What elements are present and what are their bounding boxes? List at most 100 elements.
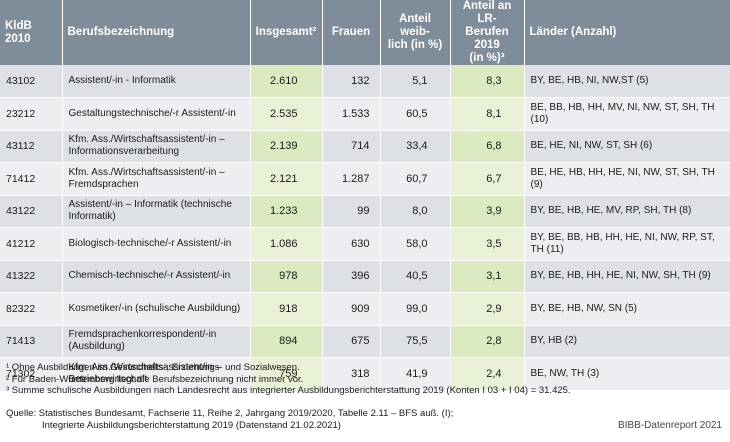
- cell-berufsbezeichnung-line2: Betriebswirtschaft: [68, 373, 148, 385]
- cell-anteil-lr: 2,9: [450, 292, 525, 326]
- table-row: 71413 Fremdsprachenkorrespondent/-in (Ausb…: [0, 325, 730, 358]
- header-frauen: Frauen: [322, 0, 381, 65]
- cell-berufsbezeichnung: Assistent/-in – Informatik (technische In…: [62, 195, 251, 228]
- table-row: 41212 Biologisch-technische/-r Assistent/…: [0, 227, 730, 261]
- cell-berufsbezeichnung-line1: Chemisch-technische/-r Assistent/-in: [68, 270, 231, 282]
- cell-laender: BY, BE, BB, HB, HH, HE, NI, NW, RP, ST, …: [524, 227, 730, 261]
- cell-anteil-lr: 8,3: [450, 65, 525, 98]
- cell-frauen: 396: [322, 260, 381, 293]
- cell-laender: BY, HB (2): [524, 325, 730, 358]
- cell-kldb: 71412: [0, 162, 63, 196]
- cell-insgesamt: 1.233: [250, 195, 323, 228]
- cell-insgesamt: 1.086: [250, 227, 323, 261]
- cell-berufsbezeichnung-line2: Fremdsprachen: [68, 178, 139, 190]
- cell-berufsbezeichnung: Fremdsprachenkorrespondent/-in (Ausbildun…: [62, 325, 251, 358]
- cell-insgesamt: 2.535: [250, 97, 323, 131]
- cell-berufsbezeichnung: Biologisch-technische/-r Assistent/-in: [62, 227, 251, 261]
- footnote-3: ³ Summe schulische Ausbildungen nach Lan…: [6, 385, 571, 397]
- cell-kldb: 82322: [0, 292, 63, 326]
- cell-berufsbezeichnung-line1: Assistent/-in - Informatik: [68, 75, 176, 86]
- cell-berufsbezeichnung-line1: Kosmetiker/-in (schulische Ausbildung): [68, 302, 241, 314]
- cell-frauen: 630: [322, 227, 381, 261]
- cell-anteil-weiblich: 5,1: [380, 65, 451, 98]
- footnotes: ¹ Ohne Ausbildungen im Gesundheits-, Erz…: [6, 362, 726, 397]
- cell-laender: BE, NW, TH (3): [524, 357, 730, 391]
- cell-anteil-lr: 3,1: [450, 260, 525, 293]
- cell-berufsbezeichnung-line1: Kfm. Ass./Wirtschaftsassistent/in –: [68, 361, 222, 373]
- cell-anteil-weiblich: 40,5: [380, 260, 451, 293]
- cell-berufsbezeichnung-line1: Fremdsprachenkorrespondent/-in: [68, 329, 217, 341]
- cell-laender: BY, BE, HB, NW, SN (5): [524, 292, 730, 326]
- cell-kldb: 43112: [0, 130, 63, 163]
- header-berufsbezeichnung: Berufsbezeichnung: [62, 0, 251, 65]
- cell-anteil-weiblich: 58,0: [380, 227, 451, 261]
- cell-frauen: 909: [322, 292, 381, 326]
- brand-label: BIBB-Datenreport 2021: [618, 420, 722, 431]
- cell-berufsbezeichnung: Chemisch-technische/-r Assistent/-in: [62, 260, 251, 293]
- cell-anteil-weiblich: 33,4: [380, 130, 451, 163]
- cell-anteil-weiblich: 8,0: [380, 195, 451, 228]
- footnote-1: ¹ Ohne Ausbildungen im Gesundheits-, Erz…: [6, 362, 300, 373]
- cell-berufsbezeichnung-line1: Kfm. Ass./Wirtschaftsassistent/-in –: [68, 134, 225, 146]
- table-row: 71302 Kfm. Ass./Wirtschaftsassistent/in –…: [0, 357, 730, 391]
- cell-anteil-weiblich: 75,5: [380, 325, 451, 358]
- cell-berufsbezeichnung-line1: Biologisch-technische/-r Assistent/-in: [68, 237, 232, 249]
- cell-insgesamt: 2.139: [250, 130, 323, 163]
- cell-kldb: 23212: [0, 97, 63, 131]
- cell-anteil-weiblich: 41,9: [380, 357, 451, 391]
- cell-anteil-lr: 2,8: [450, 325, 525, 358]
- header-anteil-weiblich-l2: lich (in %): [387, 39, 443, 51]
- source-line-2: Integrierte Ausbildungsberichterstattung…: [42, 420, 341, 431]
- cell-frauen: 675: [322, 325, 381, 358]
- cell-insgesamt: 759: [250, 357, 323, 391]
- cell-frauen: 1.533: [322, 97, 381, 131]
- table-row: 43102 Assistent/-in - Informatik 2.610 132 5…: [0, 65, 730, 98]
- cell-kldb: 71413: [0, 325, 63, 358]
- cell-berufsbezeichnung-line2: Informatik): [68, 211, 116, 223]
- cell-anteil-lr: 2,4: [450, 357, 525, 391]
- cell-frauen: 714: [322, 130, 381, 163]
- cell-laender: BE, BB, HB, HH, MV, NI, NW, ST, SH, TH (…: [524, 97, 730, 131]
- cell-laender: BY, BE, HB, HE, MV, RP, SH, TH (8): [524, 195, 730, 228]
- header-laender: Länder (Anzahl): [524, 0, 730, 65]
- cell-kldb: 41322: [0, 260, 63, 293]
- cell-frauen: 1.287: [322, 162, 381, 196]
- cell-berufsbezeichnung: Assistent/-in - Informatik: [62, 65, 251, 98]
- cell-laender: BE, HE, HB, HH, HE, NI, NW, ST, SH, TH (…: [524, 162, 730, 196]
- cell-berufsbezeichnung: Kfm. Ass./Wirtschaftsassistent/-in – Frem…: [62, 162, 251, 196]
- occupation-table: KldB 2010 Berufsbezeichnung Insgesamt² F…: [0, 0, 730, 391]
- header-anteil-lr: Anteil an LR- Berufen 2019 (in %)³: [450, 0, 525, 65]
- header-kldb: KldB 2010: [0, 0, 63, 65]
- cell-anteil-lr: 6,7: [450, 162, 525, 196]
- table-row: 43112 Kfm. Ass./Wirtschaftsassistent/-in …: [0, 130, 730, 163]
- header-anteil-weiblich: Anteil weib- lich (in %): [380, 0, 451, 65]
- cell-anteil-lr: 3,9: [450, 195, 525, 228]
- table-header-row: KldB 2010 Berufsbezeichnung Insgesamt² F…: [0, 0, 730, 65]
- cell-kldb: 41212: [0, 227, 63, 261]
- header-anteil-lr-l3: (in %)³: [469, 52, 505, 64]
- table-row: 23212 Gestaltungstechnische/-r Assistent/…: [0, 97, 730, 131]
- cell-berufsbezeichnung: Gestaltungstechnische/-r Assistent/-in: [62, 97, 251, 131]
- table-row: 82322 Kosmetiker/-in (schulische Ausbildu…: [0, 292, 730, 326]
- cell-anteil-lr: 6,8: [450, 130, 525, 163]
- header-anteil-lr-l1: Anteil an LR-: [462, 0, 512, 25]
- cell-insgesamt: 978: [250, 260, 323, 293]
- footnote-2: ² Für Baden-Württemberg liegt die Berufs…: [6, 373, 304, 385]
- cell-frauen: 318: [322, 357, 381, 391]
- cell-laender: BY, BE, HB, HH, HE, NI, NW, SH, TH (9): [524, 260, 730, 293]
- cell-insgesamt: 2.121: [250, 162, 323, 196]
- cell-insgesamt: 918: [250, 292, 323, 326]
- table-body: 43102 Assistent/-in - Informatik 2.610 132 5…: [0, 65, 730, 391]
- cell-berufsbezeichnung-line1: Gestaltungstechnische/-r Assistent/-in: [68, 107, 236, 119]
- cell-kldb: 43122: [0, 195, 63, 228]
- cell-frauen: 99: [322, 195, 381, 228]
- cell-anteil-lr: 8,1: [450, 97, 525, 131]
- cell-frauen: 132: [322, 65, 381, 98]
- table-row: 43122 Assistent/-in – Informatik (technis…: [0, 195, 730, 228]
- cell-anteil-lr: 3,5: [450, 227, 525, 261]
- cell-berufsbezeichnung-line1: Assistent/-in – Informatik (technische: [68, 199, 232, 211]
- table-row: 71412 Kfm. Ass./Wirtschaftsassistent/-in …: [0, 162, 730, 196]
- cell-berufsbezeichnung-line1: Kfm. Ass./Wirtschaftsassistent/-in –: [68, 166, 225, 178]
- cell-anteil-weiblich: 60,5: [380, 97, 451, 131]
